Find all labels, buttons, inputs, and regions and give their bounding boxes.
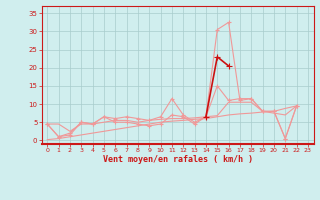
X-axis label: Vent moyen/en rafales ( km/h ): Vent moyen/en rafales ( km/h ): [103, 155, 252, 164]
